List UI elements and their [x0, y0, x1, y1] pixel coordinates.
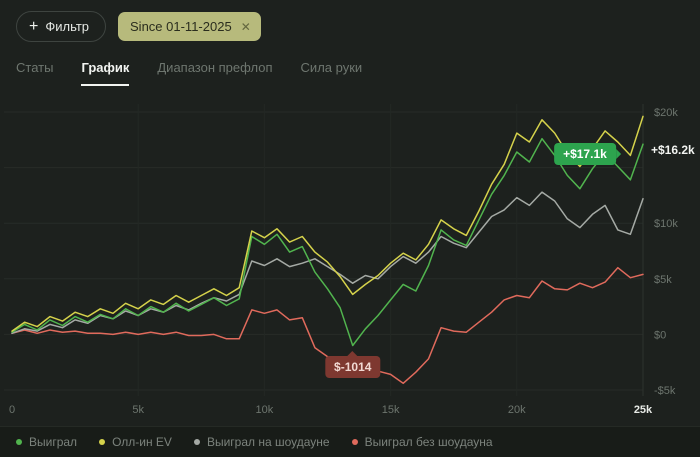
plus-icon: +	[29, 17, 39, 35]
legend-item-won-showdown[interactable]: Выиграл на шоудауне	[193, 435, 330, 449]
filter-button-label: Фильтр	[45, 19, 90, 34]
y-tick-label: $5k	[654, 274, 672, 286]
y-tick-label: $20k	[654, 107, 678, 119]
x-tick-label: 0	[9, 404, 15, 416]
legend-item-allin-ev[interactable]: Олл-ин EV	[99, 435, 172, 449]
x-tick-label: 20k	[508, 404, 526, 416]
y-tick-label: $0	[654, 329, 666, 341]
legend-label: Выиграл на шоудауне	[206, 435, 330, 449]
x-tick-label: 5k	[132, 404, 144, 416]
series-line-won	[11, 137, 644, 347]
tab-stats[interactable]: Статы	[16, 60, 54, 75]
chart-area[interactable]: $20k $10k $5k $0 -$5k 0 5k 10k 15k 20k 25k $-1014 …	[0, 95, 700, 417]
series-line-allin-ev	[11, 115, 644, 332]
tab-hand-strength[interactable]: Сила руки	[300, 60, 363, 75]
x-tick-label: 15k	[382, 404, 400, 416]
y-tick-label: $10k	[654, 218, 678, 230]
filter-button[interactable]: + Фильтр	[16, 11, 107, 42]
series-color-dot	[99, 439, 106, 445]
legend-item-won[interactable]: Выиграл	[16, 435, 77, 449]
legend-label: Выиграл	[29, 435, 78, 449]
min-value-badge: $-1014	[325, 350, 381, 378]
chart-legend: Выиграл Олл-ин EV Выиграл на шоудауне Вы…	[0, 426, 700, 457]
tab-bar: Статы График Диапазон префлоп Сила руки	[0, 60, 700, 86]
legend-item-won-no-showdown[interactable]: Выиграл без шоудауна	[351, 435, 493, 449]
close-icon[interactable]: ✕	[240, 19, 251, 34]
series-color-dot	[16, 439, 22, 445]
legend-label: Выиграл без шоудауна	[364, 435, 493, 449]
winnings-chart[interactable]: $20k $10k $5k $0 -$5k 0 5k 10k 15k 20k 25k	[0, 95, 700, 417]
series-color-dot	[351, 439, 358, 445]
legend-label: Олл-ин EV	[112, 435, 172, 449]
current-value-axis-label: +$16.2k	[651, 142, 695, 157]
x-tick-label: 25k	[634, 404, 653, 416]
date-filter-chip[interactable]: Since 01-11-2025 ✕	[118, 12, 261, 41]
filter-bar: + Фильтр Since 01-11-2025 ✕	[16, 11, 261, 42]
tab-preflop-range[interactable]: Диапазон префлоп	[157, 60, 273, 75]
date-filter-label: Since 01-11-2025	[130, 19, 232, 34]
tab-graph[interactable]: График	[81, 60, 130, 86]
y-tick-label: -$5k	[654, 385, 676, 397]
current-value-badge: +$17.1k	[554, 143, 621, 166]
series-color-dot	[193, 439, 200, 445]
x-tick-label: 10k	[256, 404, 274, 416]
